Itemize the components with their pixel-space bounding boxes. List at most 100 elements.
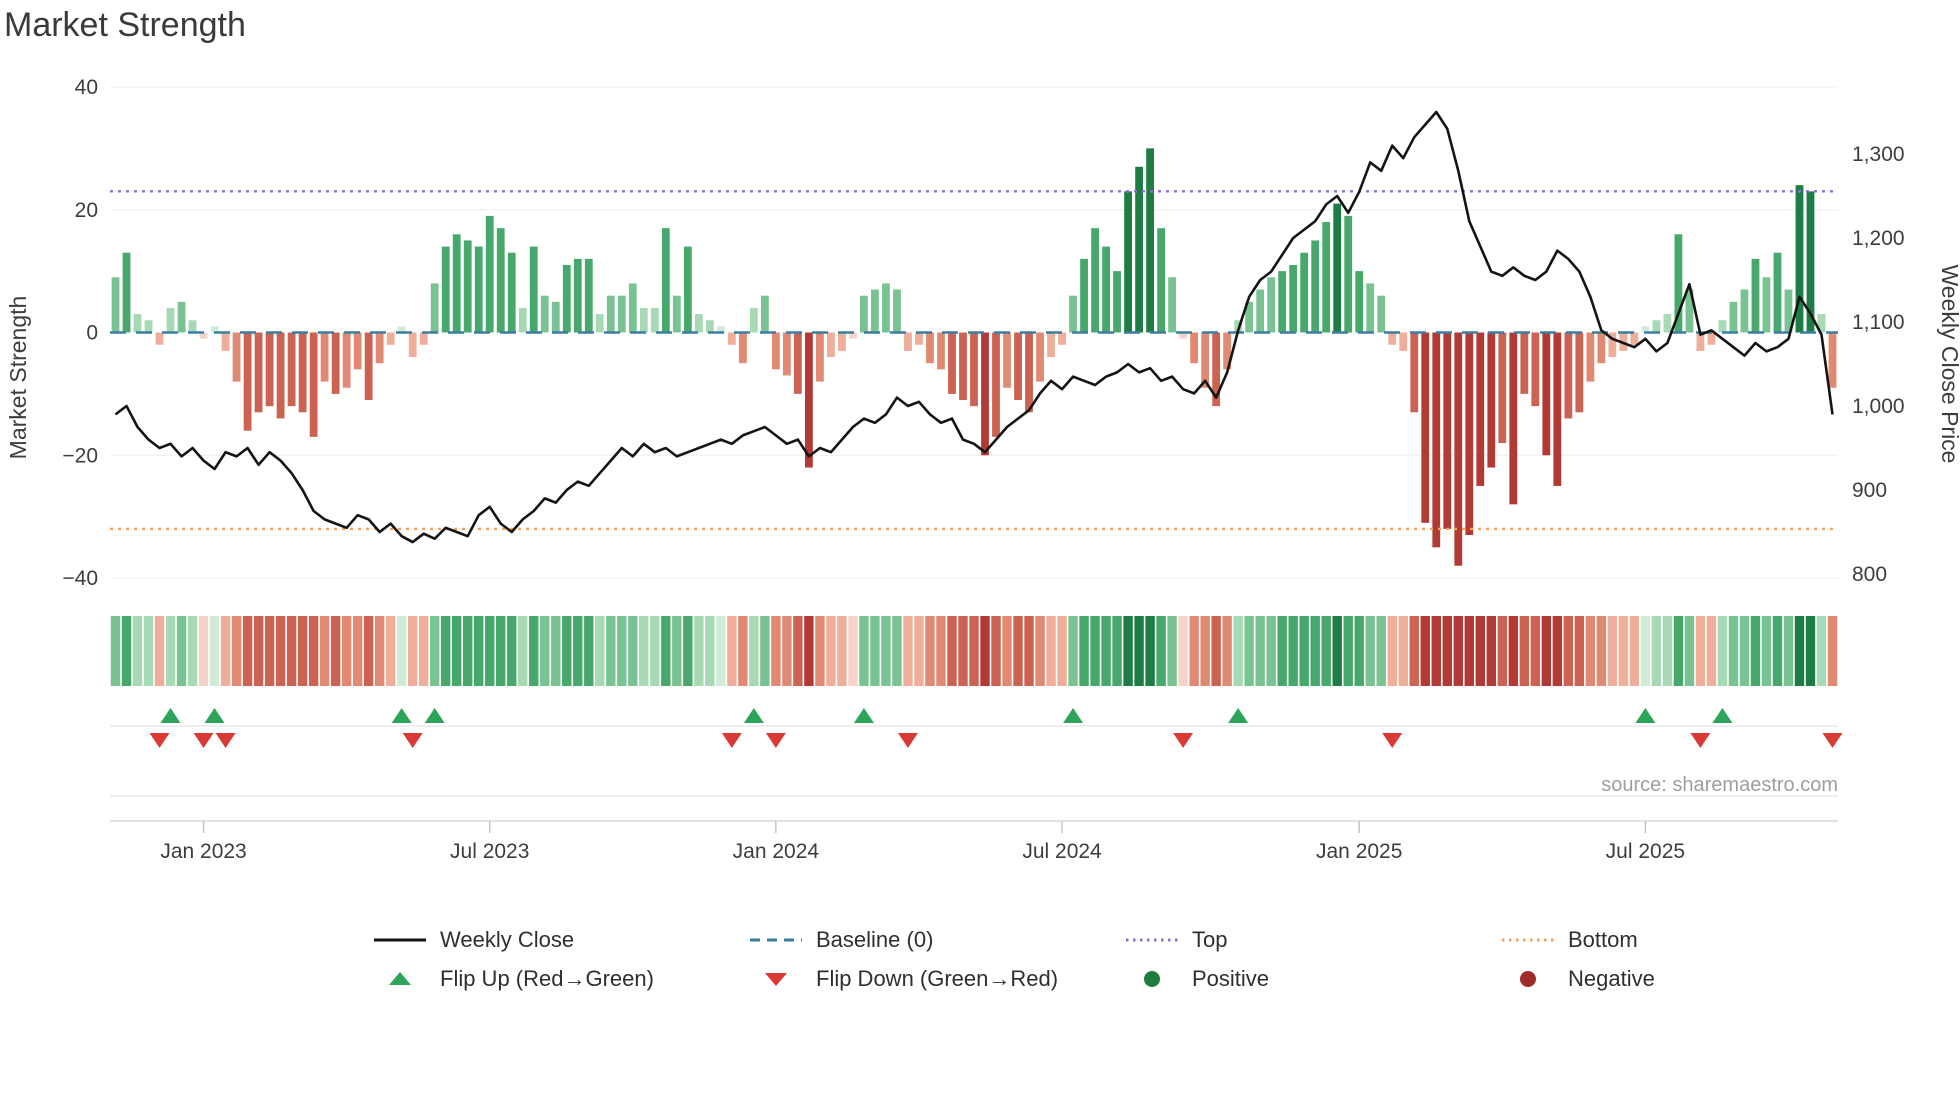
negative-bar — [1542, 332, 1551, 456]
flip-down-marker — [402, 733, 423, 748]
negative-bar — [353, 332, 362, 370]
positive-bar — [639, 307, 648, 333]
heatmap-cell — [165, 616, 176, 686]
heatmap-cell — [1673, 616, 1684, 686]
heatmap-cell — [727, 616, 737, 686]
heatmap-cell — [1541, 616, 1552, 686]
heatmap-cell — [319, 616, 330, 686]
heatmap-cell — [1420, 616, 1430, 686]
positive-bar — [507, 252, 516, 333]
heatmap-cell — [1442, 616, 1452, 686]
negative-bar — [992, 332, 1000, 437]
heatmap-cell — [1651, 616, 1662, 686]
positive-bar — [463, 240, 472, 333]
y-right-tick-label: 1,100 — [1852, 311, 1905, 334]
heatmap-cell — [1167, 616, 1177, 686]
heatmap-cell — [132, 616, 143, 686]
heatmap-cell — [1508, 616, 1519, 686]
negative-bar — [1410, 332, 1419, 413]
heatmap-cell — [176, 616, 187, 686]
legend-label-positive: Positive — [1192, 966, 1270, 991]
heatmap-cell — [980, 616, 990, 686]
heatmap-cell — [286, 616, 297, 686]
heatmap-cell — [1728, 616, 1739, 686]
heatmap-cell — [220, 616, 231, 686]
positive-bar — [606, 295, 615, 333]
heatmap-cell — [947, 616, 957, 686]
negative-bar — [805, 332, 813, 468]
heatmap-cell — [606, 616, 616, 686]
negative-bar — [309, 332, 318, 437]
flip-down-marker — [1690, 733, 1711, 748]
positive-bar — [1795, 185, 1804, 333]
negative-bar — [419, 332, 428, 345]
positive-bar — [1817, 314, 1826, 333]
heatmap-cell — [1013, 616, 1023, 686]
heatmap-cell — [1211, 616, 1221, 686]
positive-bar — [144, 320, 153, 333]
legend-swatch-dotted — [1502, 938, 1554, 942]
negative-bar — [981, 332, 989, 456]
heatmap-cell — [231, 616, 242, 686]
heatmap-cell — [573, 616, 583, 686]
heatmap-cell — [341, 616, 352, 686]
heatmap-cell — [1189, 616, 1199, 686]
heatmap-cell — [1266, 616, 1276, 686]
negative-bar — [926, 332, 934, 364]
negative-bar — [155, 332, 164, 345]
source-credit: source: sharemaestro.com — [1601, 774, 1838, 796]
flip-markers — [149, 708, 1843, 748]
negative-bar — [221, 332, 230, 351]
heatmap-cell — [870, 616, 880, 686]
positive-bar — [628, 283, 637, 333]
negative-bar — [386, 332, 395, 345]
positive-bar — [672, 295, 681, 333]
heatmap-cell — [1618, 616, 1629, 686]
heatmap-cell — [1090, 616, 1100, 686]
legend-item-flip-down-green-red: Flip Down (Green→Red) — [748, 965, 1058, 993]
positive-bar — [617, 295, 626, 333]
positive-bar — [210, 326, 219, 333]
negative-bar — [1201, 332, 1210, 388]
negative-bar — [937, 332, 945, 370]
heatmap-cell — [1695, 616, 1706, 686]
positive-bar — [122, 252, 131, 333]
heatmap-cell — [1464, 616, 1474, 686]
legend-item-flip-up-red-green: Flip Up (Red→Green) — [372, 965, 654, 993]
heatmap-cell — [1299, 616, 1309, 686]
heatmap-cell — [529, 616, 539, 686]
positive-bar — [1718, 320, 1727, 333]
heatmap-cell — [1827, 616, 1838, 686]
legend-item-top: Top — [1124, 926, 1227, 954]
heatmap-cell — [760, 616, 770, 686]
negative-bar — [331, 332, 340, 394]
weekly-close-line — [114, 110, 1834, 544]
flip-up-marker — [391, 708, 412, 723]
heatmap-cell — [1134, 616, 1144, 686]
heatmap-cell — [1640, 616, 1651, 686]
heatmap-cell — [1145, 616, 1155, 686]
positive-bar — [1806, 191, 1815, 333]
heatmap-cell — [1497, 616, 1508, 686]
negative-bar — [276, 332, 285, 419]
heatmap-cell — [264, 616, 275, 686]
positive-bar — [1729, 301, 1738, 333]
y-right-tick-label: 1,200 — [1852, 227, 1905, 250]
heatmap-cell — [672, 616, 682, 686]
positive-bar — [1113, 271, 1121, 333]
flip-down-marker — [215, 733, 236, 748]
heatmap-cell — [1376, 616, 1386, 686]
negative-bar — [298, 332, 307, 413]
negative-bar — [793, 332, 802, 394]
heatmap-cell — [617, 616, 627, 686]
heatmap-cell — [925, 616, 935, 686]
negative-bar — [265, 332, 274, 407]
heatmap-cell — [209, 616, 220, 686]
negative-bar — [1025, 332, 1033, 413]
negative-bar — [849, 332, 857, 339]
flip-up-marker — [1228, 708, 1249, 723]
y-left-tick-label: 40 — [75, 76, 98, 99]
positive-bar — [1663, 314, 1672, 333]
heatmap-cell — [1255, 616, 1265, 686]
y-left-tick-label: 20 — [75, 199, 98, 222]
